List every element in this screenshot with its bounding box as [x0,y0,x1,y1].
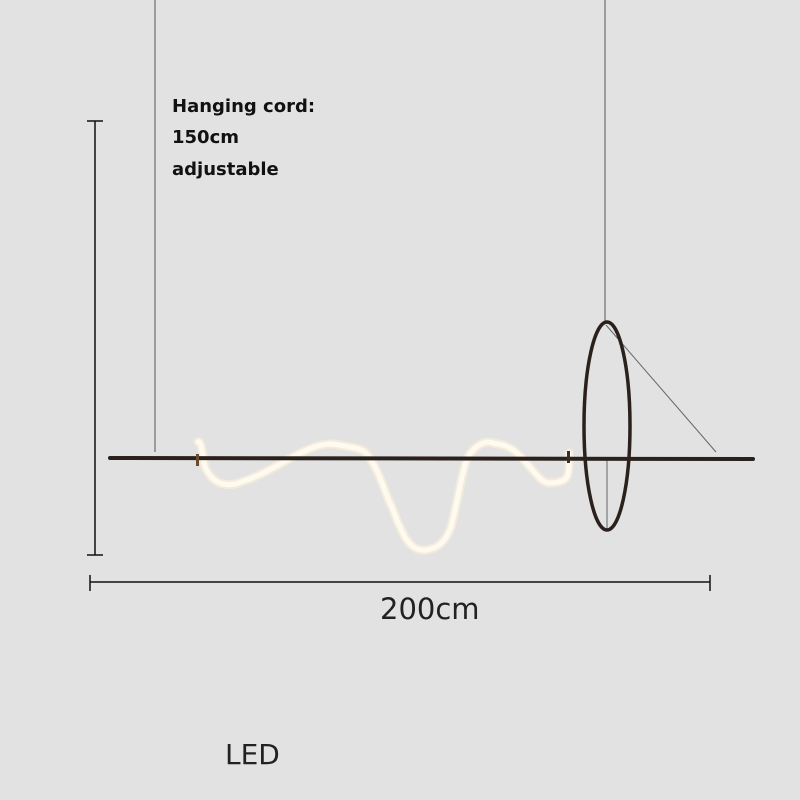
support-wire [605,324,717,453]
height-dimension-line [87,120,103,556]
hanging-cord-length: 150cm [172,127,239,148]
horizontal-rod [108,456,755,461]
light-type-label: LED [225,738,280,771]
hanging-cord-adjustable: adjustable [172,159,279,180]
width-label: 200cm [380,592,480,626]
width-dimension-line [89,575,711,591]
rod-clip-right [567,451,570,463]
led-strip [195,439,572,553]
hanging-cord-label: Hanging cord: [172,96,316,117]
rod-clip-left [196,454,199,466]
ring [582,320,632,532]
